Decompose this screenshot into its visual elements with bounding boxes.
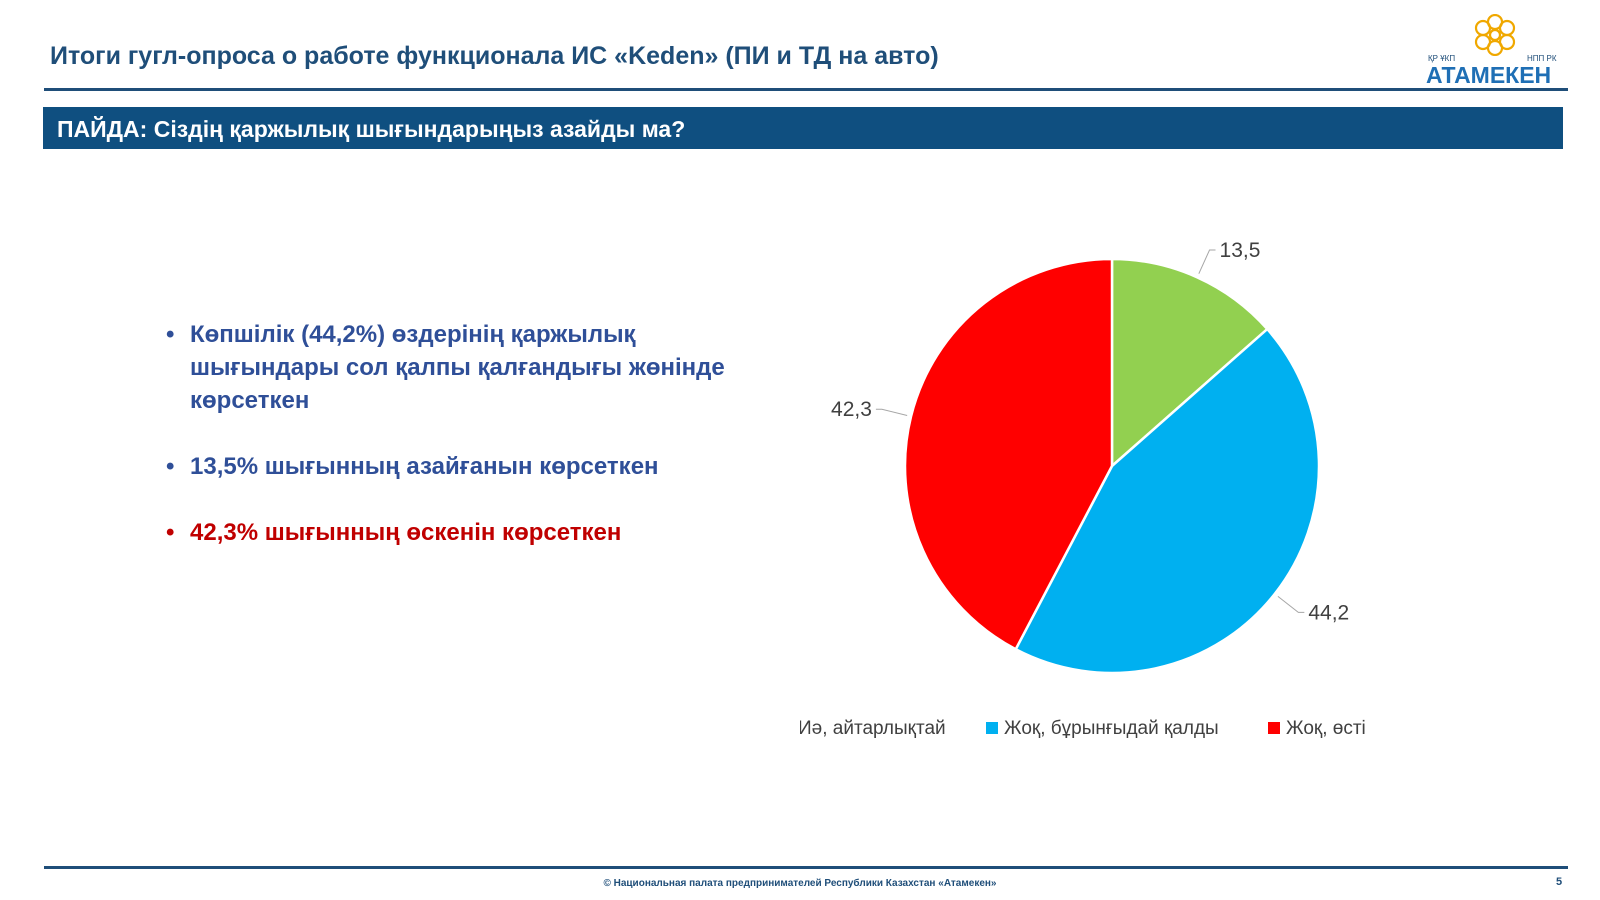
data-label: 44,2 — [1308, 601, 1349, 624]
legend-label: Иә, айтарлықтай — [800, 718, 946, 739]
data-label: 42,3 — [831, 398, 872, 421]
bullet-icon: • — [166, 321, 175, 348]
slide-title: Итоги гугл-опроса о работе функционала И… — [50, 42, 939, 70]
finding-text: Көпшілік (44,2%) өздерінің қаржылық шығы… — [190, 321, 725, 414]
bullet-icon: • — [166, 453, 175, 480]
leader-line — [1277, 595, 1305, 613]
findings-list: • Көпшілік (44,2%) өздерінің қаржылық шы… — [166, 318, 726, 582]
legend-label: Жоқ, өсті — [1286, 718, 1366, 739]
pie-slice — [1014, 327, 1321, 675]
finding-item: • 13,5% шығынның азайғанын көрсеткен — [166, 450, 726, 483]
legend-swatch — [986, 722, 998, 734]
pie-slice — [903, 257, 1114, 651]
leader-line — [875, 408, 908, 416]
finding-item: • 42,3% шығынның өскенін көрсеткен — [166, 516, 726, 549]
logo-subtitle-ru: НПП РК — [1527, 54, 1557, 63]
footer-divider — [44, 866, 1568, 869]
bullet-icon: • — [166, 519, 175, 546]
legend-swatch — [1268, 722, 1280, 734]
logo-flower-icon — [1474, 14, 1516, 56]
finding-text: 42,3% шығынның өскенін көрсеткен — [190, 519, 622, 546]
question-banner: ПАЙДА: Сіздің қаржылық шығындарыңыз азай… — [43, 107, 1563, 149]
leader-line — [1198, 249, 1216, 274]
finding-item: • Көпшілік (44,2%) өздерінің қаржылық шы… — [166, 318, 726, 417]
logo-subtitle-kz: ҚР ҰКП — [1428, 54, 1456, 63]
pie-slice — [1110, 257, 1270, 469]
atameken-logo: ҚР ҰКП НПП РК АТАМЕКЕН — [1424, 14, 1574, 90]
pie-chart: 13,5 44,2 42,3 Иә, айтарлықтай Жоқ, бұрынғыд… — [800, 239, 1366, 739]
legend-label: Жоқ, бұрынғыдай қалды — [1004, 718, 1219, 739]
question-text: ПАЙДА: Сіздің қаржылық шығындарыңыз азай… — [57, 116, 686, 142]
title-divider — [44, 88, 1568, 91]
footer-copyright: © Национальная палата предпринимателей Р… — [603, 878, 997, 889]
finding-text: 13,5% шығынның азайғанын көрсеткен — [190, 453, 659, 480]
data-label: 13,5 — [1220, 239, 1261, 262]
page-number: 5 — [1556, 876, 1563, 888]
logo-name: АТАМЕКЕН — [1426, 62, 1552, 88]
